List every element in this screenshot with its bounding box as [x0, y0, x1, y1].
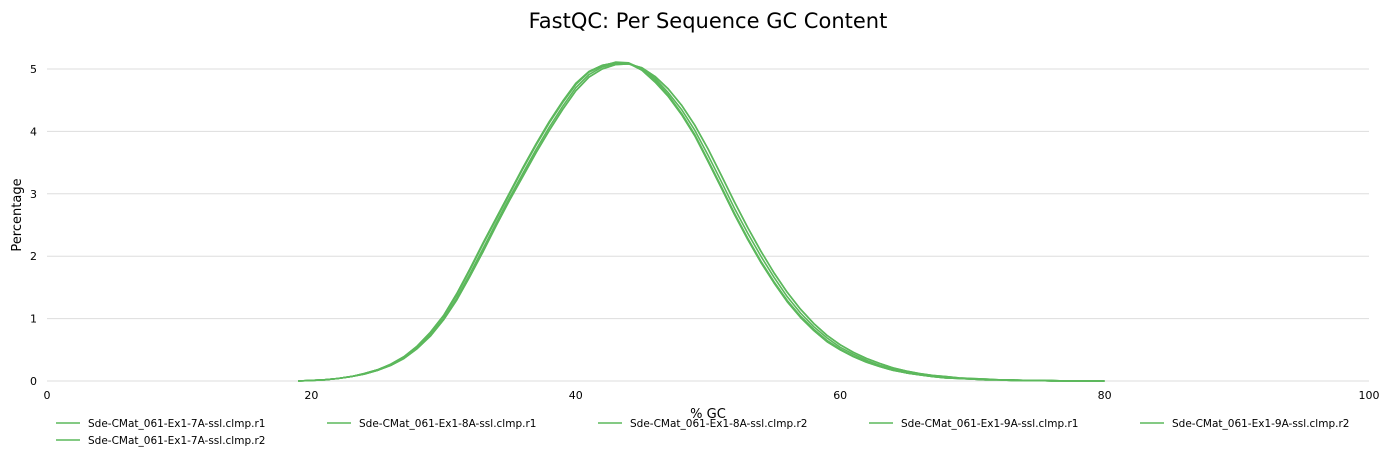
y-tick-label-5: 5	[30, 63, 37, 76]
chart-title: FastQC: Per Sequence GC Content	[529, 9, 888, 33]
series-line-3[interactable]	[298, 63, 1105, 382]
series-line-2[interactable]	[298, 62, 1105, 382]
y-tick-label-0: 0	[30, 375, 37, 388]
legend-item-4[interactable]: Sde-CMat_061-Ex1-9A-ssl.clmp.r1	[901, 418, 1078, 430]
x-tick-label-0: 0	[44, 389, 51, 402]
y-tick-label-1: 1	[30, 313, 37, 326]
series-line-1[interactable]	[298, 62, 1105, 382]
legend-item-5[interactable]: Sde-CMat_061-Ex1-9A-ssl.clmp.r2	[1172, 418, 1349, 430]
y-tick-label-3: 3	[30, 188, 37, 201]
x-tick-label-100: 100	[1359, 389, 1380, 402]
x-tick-label-60: 60	[833, 389, 847, 402]
legend: Sde-CMat_061-Ex1-7A-ssl.clmp.r1 Sde-CMat_…	[56, 418, 1349, 447]
series-lines	[298, 61, 1105, 382]
y-axis-ticks: 0 1 2 3 4 5	[30, 63, 37, 388]
x-axis-label: % GC	[690, 407, 726, 422]
x-tick-label-20: 20	[304, 389, 318, 402]
y-axis-label: Percentage	[10, 178, 25, 251]
x-tick-label-40: 40	[569, 389, 583, 402]
legend-item-6[interactable]: Sde-CMat_061-Ex1-7A-ssl.clmp.r2	[88, 435, 265, 447]
gridlines	[47, 68, 1369, 382]
x-axis-ticks: 0 20 40 60 80 100	[44, 389, 1380, 402]
y-tick-label-2: 2	[30, 250, 37, 263]
series-line-5[interactable]	[298, 63, 1105, 382]
x-tick-label-80: 80	[1098, 389, 1112, 402]
legend-item-1[interactable]: Sde-CMat_061-Ex1-7A-ssl.clmp.r1	[88, 418, 265, 430]
series-line-6[interactable]	[298, 62, 1105, 382]
y-tick-label-4: 4	[30, 125, 37, 138]
legend-item-3[interactable]: Sde-CMat_061-Ex1-8A-ssl.clmp.r2	[630, 418, 807, 430]
series-line-4[interactable]	[298, 61, 1105, 382]
legend-item-2[interactable]: Sde-CMat_061-Ex1-8A-ssl.clmp.r1	[359, 418, 536, 430]
